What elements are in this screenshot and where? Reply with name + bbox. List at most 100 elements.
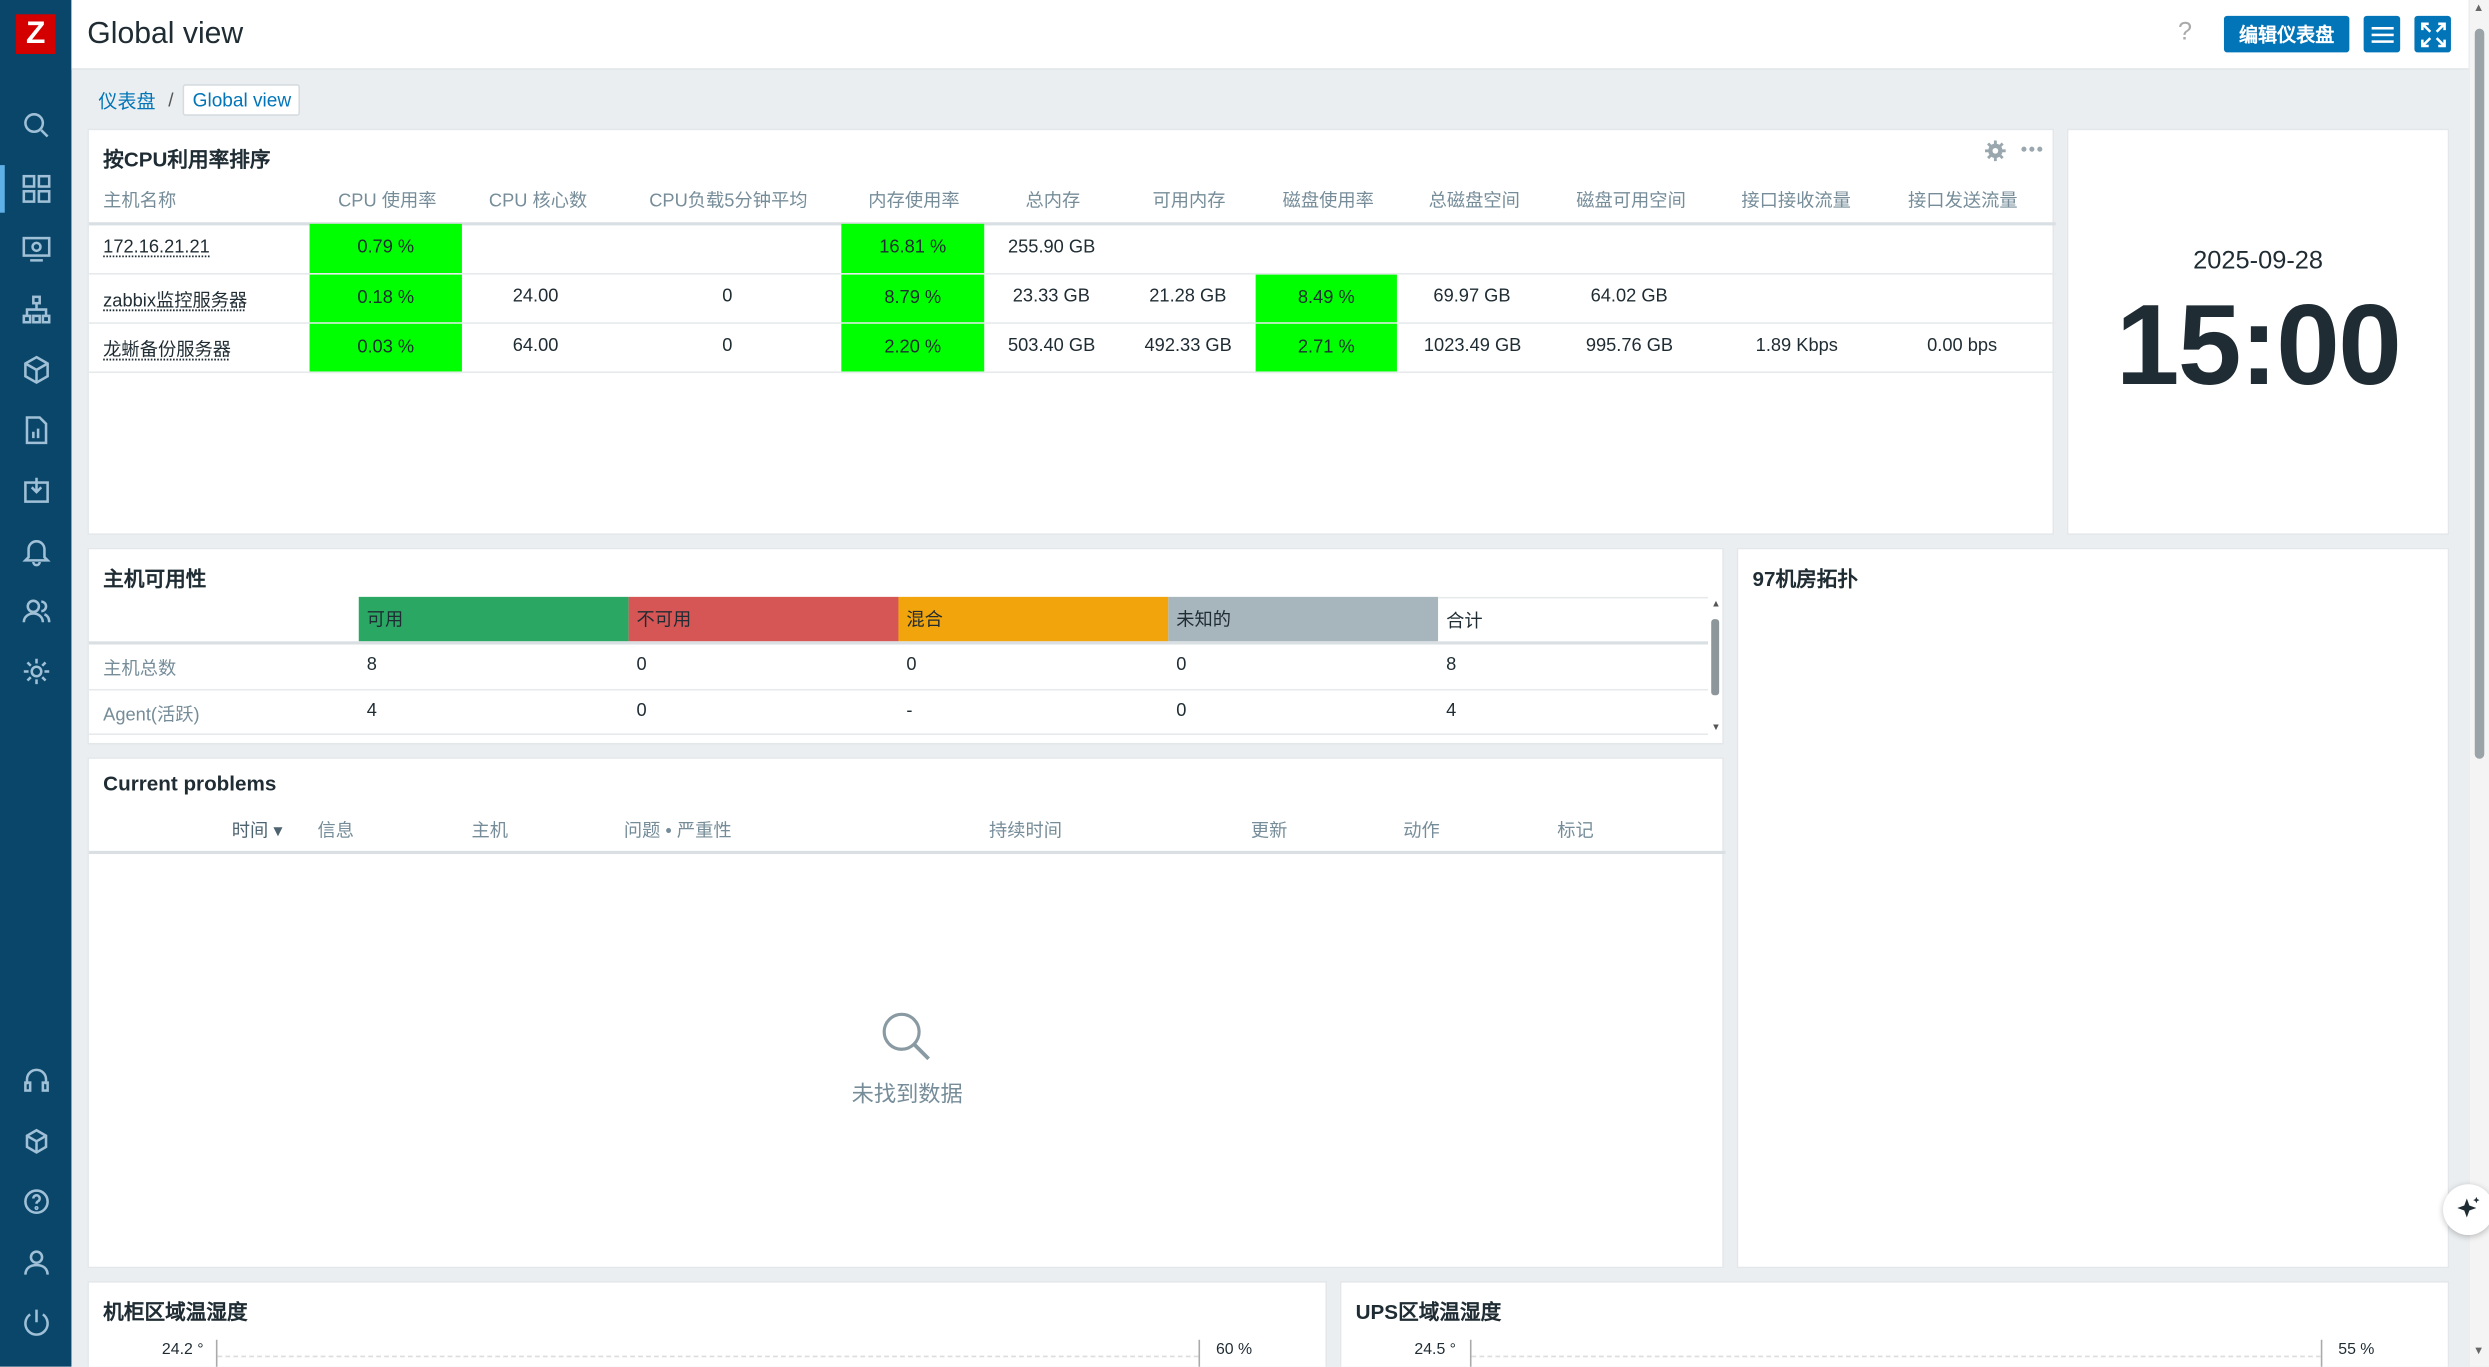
- disk-usage-cell: 2.71 %: [1255, 323, 1397, 374]
- widget-title: 主机可用性: [103, 566, 207, 591]
- widget-title: 97机房拓扑: [1752, 566, 1859, 591]
- disk-usage-cell: 8.49 %: [1255, 274, 1397, 324]
- menu-button[interactable]: [2363, 15, 2401, 53]
- no-data-search-icon: [882, 1012, 930, 1061]
- availability-unknown-header: 未知的: [1168, 596, 1439, 642]
- support-headset-icon[interactable]: [19, 1064, 54, 1099]
- sign-out-power-icon[interactable]: [19, 1305, 54, 1340]
- widget-title: Current problems: [103, 771, 277, 796]
- services-icon[interactable]: [19, 292, 54, 327]
- disk-free-cell: 64.02 GB: [1590, 287, 1668, 307]
- col-host-name[interactable]: 主机名称: [103, 192, 177, 212]
- col-duration: 持续时间: [988, 822, 1062, 842]
- col-mem-usage[interactable]: 内存使用率: [868, 192, 960, 212]
- widget-settings-gear-icon[interactable]: [1984, 140, 2006, 162]
- edit-dashboard-button[interactable]: 编辑仪表盘: [2223, 15, 2350, 53]
- col-cpu-load[interactable]: CPU负载5分钟平均: [649, 192, 808, 212]
- right-axis-tick: 55 %: [2338, 1341, 2375, 1359]
- breadcrumb-current[interactable]: Global view: [183, 84, 301, 116]
- search-icon[interactable]: [19, 108, 54, 143]
- disk-total-cell: 1023.49 GB: [1423, 336, 1522, 356]
- col-tags: 标记: [1557, 822, 1594, 842]
- col-if-out[interactable]: 接口发送流量: [1908, 192, 2018, 212]
- host-link[interactable]: 172.16.21.21: [103, 238, 210, 258]
- page-scrollbar[interactable]: ▲ ▼: [2469, 0, 2489, 1367]
- ai-assistant-button[interactable]: [2443, 1184, 2489, 1235]
- col-disk-free[interactable]: 磁盘可用空间: [1576, 192, 1686, 212]
- page-scroll-thumb[interactable]: [2474, 28, 2485, 759]
- topology-map-widget: 97机房拓扑: [1736, 547, 2450, 1269]
- alerts-bell-icon[interactable]: [19, 533, 54, 568]
- col-problem-severity: 问题 • 严重性: [623, 822, 732, 842]
- help-icon[interactable]: [19, 1184, 54, 1219]
- hamburger-icon: [2370, 26, 2394, 43]
- host-link[interactable]: zabbix监控服务器: [103, 292, 248, 312]
- col-host: 主机: [471, 822, 508, 842]
- reports-icon[interactable]: [19, 413, 54, 448]
- availability-value: 0: [636, 701, 647, 721]
- col-disk-total[interactable]: 总磁盘空间: [1428, 192, 1520, 212]
- availability-value: 8: [1446, 655, 1457, 675]
- right-axis-line: [2320, 1339, 2323, 1367]
- ups-temp-humidity-widget: UPS区域温湿度 24.5 ° 55 %: [1339, 1281, 2450, 1367]
- monitoring-icon[interactable]: [19, 232, 54, 267]
- table-header-divider: [88, 222, 2056, 226]
- row-divider: [88, 733, 1709, 735]
- mem-usage-cell: 8.79 %: [841, 274, 985, 324]
- widget-more-icon[interactable]: [2021, 144, 2043, 154]
- scroll-down-icon[interactable]: ▼: [2473, 1346, 2485, 1358]
- scroll-up-icon[interactable]: ▲: [1711, 600, 1721, 610]
- col-mem-total[interactable]: 总内存: [1025, 192, 1081, 212]
- if-out-cell: 0.00 bps: [1927, 336, 1998, 356]
- data-collection-icon[interactable]: [19, 473, 54, 508]
- sidebar: Z: [0, 0, 72, 1367]
- right-axis-tick: 60 %: [1215, 1341, 1253, 1359]
- help-question-icon[interactable]: ?: [2177, 19, 2193, 47]
- widget-scrollbar[interactable]: ▲ ▼: [1711, 600, 1721, 740]
- users-icon[interactable]: [19, 594, 54, 629]
- availability-value: 4: [1446, 701, 1457, 721]
- zabbix-logo[interactable]: Z: [15, 14, 56, 54]
- col-time-sort[interactable]: 时间 ▾: [231, 822, 283, 842]
- widget-title: 机柜区域温湿度: [103, 1300, 248, 1324]
- availability-value: 0: [1176, 655, 1187, 675]
- scroll-thumb[interactable]: [1711, 619, 1720, 696]
- availability-available-header: 可用: [358, 596, 629, 642]
- availability-value: 0: [906, 655, 917, 675]
- administration-gear-icon[interactable]: [19, 654, 54, 689]
- col-cpu-cores[interactable]: CPU 核心数: [488, 192, 588, 212]
- row-divider: [88, 688, 1709, 691]
- row-divider: [88, 273, 2056, 275]
- table-header-divider: [88, 850, 1726, 855]
- user-profile-icon[interactable]: [19, 1245, 54, 1280]
- left-axis-line: [215, 1339, 218, 1367]
- scroll-down-icon[interactable]: ▼: [1711, 723, 1721, 734]
- current-problems-widget: Current problems 时间 ▾ 信息 主机 问题 • 严重性 持续时…: [87, 757, 1726, 1269]
- availability-value: 0: [1176, 701, 1187, 721]
- col-if-in[interactable]: 接口接收流量: [1741, 192, 1851, 212]
- integrations-icon[interactable]: [19, 1124, 54, 1159]
- breadcrumb-separator: /: [168, 88, 174, 112]
- kiosk-mode-button[interactable]: [2414, 15, 2451, 53]
- row-divider: [88, 371, 2056, 374]
- breadcrumb: 仪表盘 / Global view: [89, 84, 301, 116]
- host-link[interactable]: 龙蜥备份服务器: [103, 341, 231, 361]
- row-divider: [88, 322, 2056, 324]
- mem-total-cell: 23.33 GB: [1012, 287, 1090, 307]
- breadcrumb-dashboards-link[interactable]: 仪表盘: [98, 89, 156, 112]
- availability-value: 0: [636, 655, 647, 675]
- clock-date: 2025-09-28: [2193, 247, 2324, 275]
- host-availability-widget: 主机可用性 可用 不可用 混合 未知的 合计 主机总数 8 0 0 0 8 Ag…: [87, 547, 1724, 745]
- mem-free-cell: 492.33 GB: [1144, 336, 1232, 356]
- inventory-icon[interactable]: [19, 352, 54, 387]
- disk-total-cell: 69.97 GB: [1433, 287, 1511, 307]
- dashboard-icon[interactable]: [19, 171, 54, 206]
- col-mem-available[interactable]: 可用内存: [1152, 192, 1226, 212]
- col-cpu-usage[interactable]: CPU 使用率: [338, 192, 437, 212]
- col-disk-usage[interactable]: 磁盘使用率: [1282, 192, 1374, 212]
- scroll-up-icon[interactable]: ▲: [2473, 3, 2485, 15]
- availability-value: 4: [366, 701, 377, 721]
- grid-line: [1471, 1355, 2321, 1358]
- availability-value: 8: [366, 655, 377, 675]
- mem-total-cell: 255.90 GB: [1007, 238, 1096, 258]
